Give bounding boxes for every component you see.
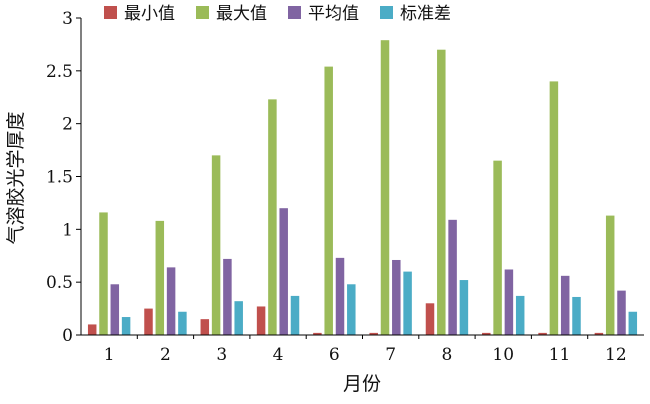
bar-series-4-month-4	[290, 295, 300, 335]
bar-series-4-month-3	[234, 301, 243, 335]
bar-series-3-month-2	[166, 267, 176, 335]
bar-series-2-month-11	[549, 81, 559, 336]
bar-series-4-month-8	[459, 280, 469, 335]
bar-series-1-month-12	[594, 332, 604, 335]
bar-series-2-month-3	[211, 155, 221, 335]
x-ticks: 1 2 3 4 6 7 8 10 11 12	[104, 335, 627, 365]
y-tick-label: 1.5	[46, 168, 73, 188]
x-tick-label: 6	[329, 345, 340, 365]
x-tick-label: 10	[492, 345, 514, 365]
bar-series-2-month-2	[155, 220, 165, 335]
bar-series-3-month-7	[392, 259, 401, 335]
axes	[80, 18, 644, 336]
legend-label: 平均值	[308, 4, 359, 24]
bar-series-1-month-1	[87, 324, 97, 335]
bar-series-4-month-2	[178, 311, 187, 335]
bar-series-1-month-6	[313, 332, 322, 335]
bar-series-3-month-3	[223, 258, 232, 335]
bar-series-4-month-10	[515, 295, 525, 335]
bar-series-2-month-8	[437, 49, 446, 335]
bar-series-4-month-11	[572, 296, 581, 335]
x-tick-label: 8	[442, 345, 453, 365]
bar-series-3-month-4	[279, 208, 288, 335]
x-axis-title: 月份	[343, 373, 381, 395]
bar-series-3-month-10	[504, 269, 514, 335]
legend: 最小值 最大值 平均值 标准差	[104, 4, 451, 24]
y-tick-label: 2	[62, 115, 73, 135]
bar-series-4-month-6	[347, 284, 356, 335]
y-axis-title: 气溶胶光学厚度	[5, 111, 27, 244]
bar-series-2-month-1	[99, 212, 108, 335]
bar-series-3-month-12	[617, 290, 626, 335]
legend-label: 标准差	[400, 4, 451, 24]
bar-series-2-month-4	[268, 99, 277, 335]
x-tick-label: 3	[216, 345, 227, 365]
y-tick-label: 0.5	[46, 273, 73, 293]
x-tick-label: 12	[605, 345, 627, 365]
bar-series-2-month-6	[324, 66, 333, 336]
y-tick-label: 1	[62, 220, 73, 240]
bar-series-4-month-1	[121, 317, 131, 335]
x-tick-label: 7	[385, 345, 396, 365]
bar-series-1-month-3	[200, 319, 210, 335]
x-tick-label: 1	[104, 345, 115, 365]
bar-series-4-month-7	[403, 271, 412, 335]
bar-series-2-month-12	[605, 215, 615, 335]
bar-series-1-month-4	[256, 306, 266, 335]
bars	[87, 40, 638, 336]
bar-series-1-month-7	[369, 332, 378, 335]
bar-series-3-month-1	[110, 284, 120, 335]
bar-series-4-month-12	[628, 311, 638, 335]
bar-series-1-month-10	[482, 332, 491, 335]
legend-label: 最大值	[216, 4, 267, 24]
legend-swatch	[288, 6, 301, 19]
legend-swatch	[196, 6, 209, 19]
bar-series-1-month-11	[538, 332, 547, 335]
y-tick-label: 3	[62, 9, 73, 29]
bar-series-3-month-6	[335, 257, 345, 335]
y-ticks: 0 0.5 1 1.5 2 2.5 3	[46, 9, 81, 346]
bar-series-1-month-2	[144, 308, 153, 335]
y-tick-label: 0	[62, 326, 73, 346]
legend-label: 最小值	[124, 4, 175, 24]
x-tick-label: 11	[549, 345, 571, 365]
y-tick-label: 2.5	[46, 62, 73, 82]
legend-swatch	[380, 6, 393, 19]
bar-series-2-month-10	[493, 160, 502, 335]
x-tick-label: 2	[160, 345, 171, 365]
bar-series-3-month-8	[448, 219, 457, 335]
legend-swatch	[104, 6, 117, 19]
bar-series-3-month-11	[560, 275, 570, 335]
x-tick-label: 4	[273, 345, 284, 365]
bar-series-1-month-8	[425, 303, 435, 335]
bar-series-2-month-7	[380, 40, 390, 335]
